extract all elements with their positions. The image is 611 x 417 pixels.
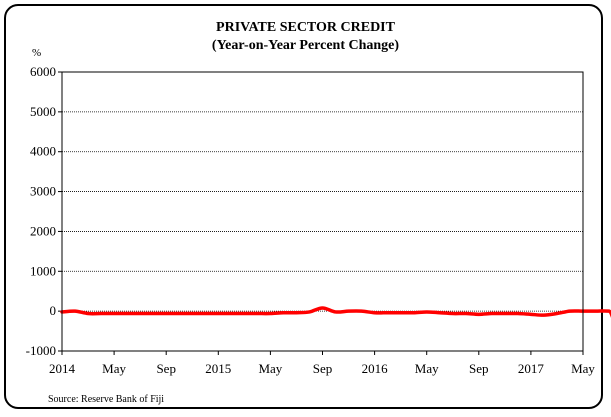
chart-subtitle: (Year-on-Year Percent Change) <box>211 38 400 53</box>
x-tick-label: Sep <box>469 361 489 376</box>
plot-area <box>61 71 584 352</box>
x-tick-label: 2015 <box>205 361 231 376</box>
x-tick-label: May <box>258 361 282 376</box>
source-note: Source: Reserve Bank of Fiji <box>48 394 165 405</box>
x-tick-label: May <box>571 361 595 376</box>
y-tick-label: 0 <box>50 303 57 318</box>
x-tick-label: 2016 <box>362 361 389 376</box>
y-axis-unit: % <box>32 47 42 59</box>
x-tick-label: May <box>102 361 126 376</box>
x-tick-label: Sep <box>156 361 176 376</box>
series-line <box>60 306 611 318</box>
x-tick-label: 2014 <box>49 361 76 376</box>
y-tick-label: 4000 <box>30 144 56 159</box>
y-tick-label: 1000 <box>30 263 56 278</box>
gridlines <box>62 111 583 312</box>
x-axis-ticks: 2014 May Sep 2015 May Sep 2016 May Sep 2017 May <box>49 351 595 376</box>
y-tick-label: 6000 <box>30 64 56 79</box>
y-tick-label: 5000 <box>30 104 56 119</box>
chart-title: PRIVATE SECTOR CREDIT <box>216 20 395 35</box>
x-tick-label: May <box>415 361 439 376</box>
series-layer <box>60 306 611 318</box>
y-tick-label: 3000 <box>30 184 56 199</box>
x-tick-label: 2017 <box>518 361 545 376</box>
y-tick-label: 2000 <box>30 223 56 238</box>
y-axis-ticks: -1000 0 1000 2000 3000 4000 5000 6000 <box>26 64 62 358</box>
y-tick-label: -1000 <box>26 343 56 358</box>
x-tick-label: Sep <box>313 361 333 376</box>
